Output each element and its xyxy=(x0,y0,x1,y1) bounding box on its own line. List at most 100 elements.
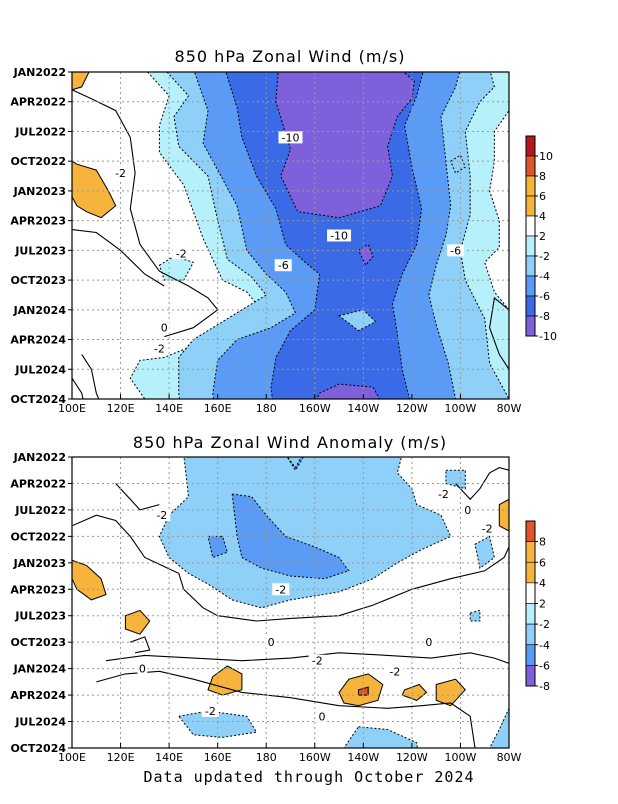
contour-label: -2 xyxy=(176,247,187,260)
x-tick-label: 120E xyxy=(107,751,135,764)
contour-label-bg xyxy=(327,229,352,242)
x-tick-label: 140E xyxy=(155,402,183,415)
x-tick-label: 140E xyxy=(155,751,183,764)
contour-line xyxy=(455,467,509,501)
contour-label-bg xyxy=(317,710,328,723)
y-tick-label: OCT2023 xyxy=(10,636,66,649)
y-tick-label: JUL2022 xyxy=(14,504,66,517)
contour-label-bg xyxy=(272,583,290,596)
colorbar-label: -6 xyxy=(539,290,550,303)
colorbar-label: -2 xyxy=(539,250,550,263)
colorbar-label: -8 xyxy=(539,680,550,693)
x-tick-label: 140W xyxy=(347,751,379,764)
contour-label-bg xyxy=(112,167,130,180)
y-tick-label: APR2024 xyxy=(10,334,66,347)
contour-line xyxy=(72,229,165,287)
x-tick-label: 180 xyxy=(256,402,277,415)
y-tick-label: JAN2024 xyxy=(13,663,67,676)
contour-label: -2 xyxy=(275,583,286,596)
x-tick-label: 160E xyxy=(204,751,232,764)
colorbar-label: -4 xyxy=(539,270,550,283)
contour-region xyxy=(316,383,381,399)
contour-label-bg xyxy=(423,636,434,649)
contour-region xyxy=(489,708,509,748)
contour-label: 0 xyxy=(425,636,432,649)
colorbar-cell xyxy=(525,623,536,646)
contour-line xyxy=(81,354,100,399)
colorbar-cell xyxy=(525,315,536,337)
contour-label: 0 xyxy=(319,710,326,723)
contour-label: 0 xyxy=(161,322,168,335)
colorbar-cell xyxy=(525,603,536,625)
contour-region xyxy=(435,678,466,707)
contour-region xyxy=(231,493,350,580)
contour-region xyxy=(343,726,418,748)
contour-region xyxy=(72,559,107,601)
y-tick-label: OCT2023 xyxy=(10,274,66,287)
x-tick-label: 100W xyxy=(445,751,477,764)
contour-label-bg xyxy=(266,636,277,649)
contour-region xyxy=(357,243,374,267)
contour-region xyxy=(469,609,481,622)
contour-label-bg xyxy=(434,488,452,501)
y-tick-label: JUL2022 xyxy=(14,125,66,138)
chart-title: 850 hPa Zonal Wind Anomaly (m/s) xyxy=(133,433,447,452)
contour-line xyxy=(72,377,84,399)
contour-label: -10 xyxy=(330,230,348,243)
colorbar-cell xyxy=(525,561,536,584)
y-tick-label: OCT2022 xyxy=(10,530,66,543)
colorbar-cell xyxy=(525,541,536,563)
contour-line xyxy=(72,514,509,622)
colorbar-label: 10 xyxy=(539,150,553,163)
y-tick-label: APR2022 xyxy=(10,96,66,109)
colorbar-label: 6 xyxy=(539,556,546,569)
contour-label: -2 xyxy=(156,509,167,522)
contour-line xyxy=(489,296,509,370)
y-tick-label: APR2024 xyxy=(10,689,66,702)
x-tick-label: 120W xyxy=(396,751,428,764)
contour-region xyxy=(498,498,509,532)
x-tick-label: 100E xyxy=(58,402,86,415)
contour-line xyxy=(105,652,509,664)
y-tick-label: JUL2023 xyxy=(14,244,66,257)
contour-region xyxy=(474,535,495,569)
plot-area: -10 -2 -10 -2 -6 -6 0 -2 xyxy=(72,72,509,399)
contour-label-bg xyxy=(278,131,303,144)
colorbar-label: -6 xyxy=(539,659,550,672)
contour-label-bg xyxy=(478,522,496,535)
contour-line xyxy=(130,636,151,654)
colorbar-label: 4 xyxy=(539,577,546,590)
y-tick-label: APR2022 xyxy=(10,477,66,490)
contour-label-bg xyxy=(137,662,148,675)
colorbar-label: 8 xyxy=(539,536,546,549)
footer-note: Data updated through October 2024 xyxy=(143,768,475,786)
contour-label-bg xyxy=(201,704,219,717)
contour-label: -2 xyxy=(312,655,323,668)
contour-label-bg xyxy=(447,244,465,257)
contour-label: -2 xyxy=(389,665,400,678)
x-tick-label: 80W xyxy=(497,751,522,764)
colorbar-label: 2 xyxy=(539,598,546,611)
colorbar-label: 4 xyxy=(539,210,546,223)
colorbar-cell xyxy=(525,295,536,317)
y-tick-label: JAN2023 xyxy=(13,185,66,198)
y-tick-label: JUL2024 xyxy=(14,363,66,376)
contour-label-bg xyxy=(172,247,190,260)
colorbar-cell xyxy=(525,215,536,237)
contour-label: -10 xyxy=(282,131,300,144)
contour-label: -2 xyxy=(438,488,449,501)
contour-label: 0 xyxy=(139,663,146,676)
plot-frame xyxy=(71,71,510,400)
contour-region xyxy=(275,72,415,219)
zonal-wind-panel: 850 hPa Zonal Wind (m/s) -10 -2 -10 -2 -6 -6 0… xyxy=(10,47,557,415)
colorbar-cell xyxy=(525,135,536,157)
colorbar-label: 2 xyxy=(539,230,546,243)
contour-region xyxy=(445,469,466,490)
contour-label-bg xyxy=(153,509,171,522)
colorbar-cell xyxy=(525,255,536,277)
contour-region xyxy=(337,309,377,332)
contour-label-bg xyxy=(159,321,170,334)
colorbar-cell xyxy=(525,644,536,666)
colorbar-label: 8 xyxy=(539,170,546,183)
x-tick-label: 100E xyxy=(58,751,86,764)
